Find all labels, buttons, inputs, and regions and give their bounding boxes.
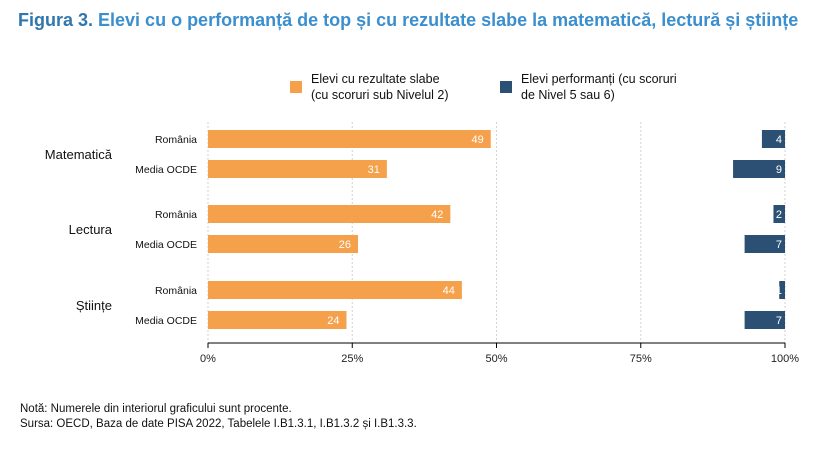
- legend-label-top: Elevi performanți (cu scoruri de Nivel 5…: [521, 72, 677, 102]
- row-label: România: [155, 285, 197, 297]
- bar-low-value-label: 26: [339, 239, 351, 251]
- bar-low-value-label: 42: [431, 209, 443, 221]
- row-label: România: [155, 209, 197, 221]
- legend-swatch-top: [500, 81, 512, 93]
- bar-top-performers: [744, 235, 785, 253]
- bar-low-value-label: 44: [443, 285, 455, 297]
- bar-top-performers: [779, 281, 785, 299]
- x-tick-label: 75%: [630, 353, 652, 365]
- x-tick-label: 25%: [341, 353, 363, 365]
- bar-top-value-label: 7: [776, 315, 782, 327]
- x-tick-label: 50%: [485, 353, 507, 365]
- note-text: Notă: Numerele din interiorul graficului…: [20, 403, 292, 415]
- bar-low-performers: [208, 235, 359, 253]
- bar-low-value-label: 49: [471, 134, 483, 146]
- source-text: Sursa: OECD, Baza de date PISA 2022, Tab…: [20, 418, 417, 430]
- legend-swatch-low: [290, 81, 302, 93]
- legend-item-top-performers: Elevi performanți (cu scoruri de Nivel 5…: [500, 71, 677, 103]
- bar-low-performers: [208, 160, 387, 178]
- bar-low-value-label: 31: [368, 164, 380, 176]
- figure-number: Figura 3.: [18, 10, 94, 30]
- bar-low-performers: [208, 311, 347, 329]
- legend-item-low-performers: Elevi cu rezultate slabe (cu scoruri sub…: [290, 71, 449, 103]
- row-label: Media OCDE: [135, 164, 197, 176]
- row-label: România: [155, 134, 197, 146]
- bar-top-value-label: 4: [776, 134, 782, 146]
- bar-low-performers: [208, 130, 491, 148]
- bar-top-performers: [744, 311, 785, 329]
- bar-low-value-label: 24: [327, 315, 339, 327]
- bar-top-performers: [761, 130, 785, 148]
- figure-title: Figura 3. Elevi cu o performanță de top …: [18, 10, 798, 31]
- bar-low-performers: [208, 281, 462, 299]
- bar-top-performers: [773, 205, 785, 223]
- x-tick-label: 0%: [200, 353, 216, 365]
- figure-title-text: Elevi cu o performanță de top și cu rezu…: [98, 10, 799, 30]
- group-label: Lectura: [69, 222, 113, 237]
- bar-top-value-label: 9: [776, 164, 782, 176]
- bar-low-performers: [208, 205, 451, 223]
- chart-notes: Notă: Numerele din interiorul graficului…: [20, 402, 417, 432]
- bar-top-performers: [733, 160, 785, 178]
- legend-label-low: Elevi cu rezultate slabe (cu scoruri sub…: [311, 72, 449, 102]
- x-tick-label: 100%: [771, 353, 799, 365]
- group-label: Matematică: [45, 147, 113, 162]
- bar-top-value-label: 1: [776, 285, 782, 297]
- row-label: Media OCDE: [135, 239, 197, 251]
- group-label: Științe: [76, 298, 112, 313]
- bar-top-value-label: 2: [776, 209, 782, 221]
- bar-top-value-label: 7: [776, 239, 782, 251]
- row-label: Media OCDE: [135, 315, 197, 327]
